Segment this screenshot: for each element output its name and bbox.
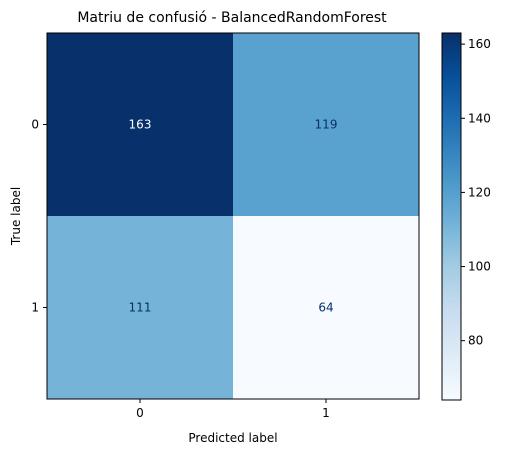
colorbar: [441, 32, 462, 401]
heatmap-cells: 163 119 111 64: [47, 33, 420, 400]
x-tick-label: 0: [136, 406, 144, 420]
cell-value-label: 64: [318, 301, 333, 315]
x-tick-label: 1: [322, 406, 330, 420]
y-tick-label: 1: [31, 301, 39, 315]
colorbar-tick-label: 120: [468, 185, 491, 199]
colorbar-tick-label: 140: [468, 111, 491, 125]
colorbar-ticks: 80 100 120 140 160: [461, 37, 491, 348]
cell-value-label: 119: [315, 118, 338, 132]
colorbar-tick-label: 100: [468, 260, 491, 274]
y-tick-label: 0: [31, 118, 39, 132]
y-axis-label: True label: [9, 187, 23, 246]
cell-value-label: 163: [129, 118, 152, 132]
heatmap-cell: [47, 216, 234, 400]
colorbar-tick-label: 160: [468, 37, 491, 51]
heatmap-cell: [233, 216, 420, 400]
colorbar-tick-label: 80: [468, 334, 483, 348]
x-axis-label: Predicted label: [188, 431, 277, 445]
heatmap-cell: [233, 33, 420, 217]
chart-title: Matriu de confusió - BalancedRandomFores…: [77, 10, 387, 26]
plot-frame: [46, 32, 420, 400]
y-axis-ticks: 01: [31, 118, 47, 315]
cell-value-label: 111: [129, 301, 152, 315]
heatmap-cell: [47, 33, 234, 217]
